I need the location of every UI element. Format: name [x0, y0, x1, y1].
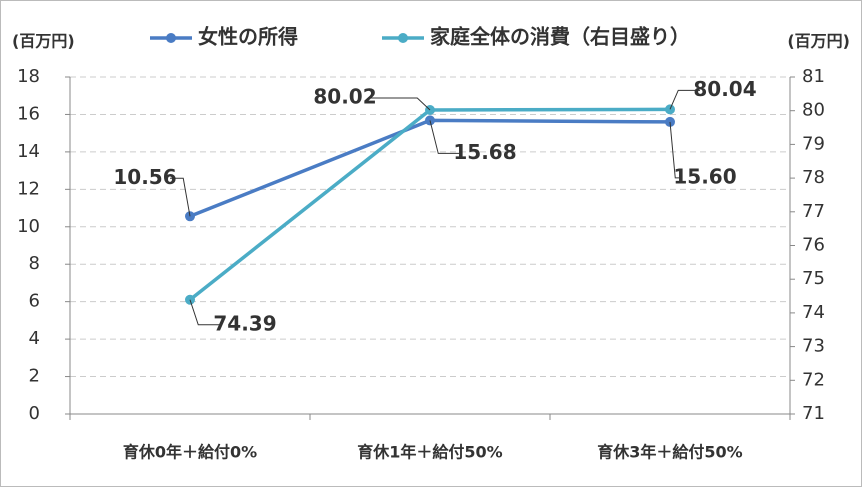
- data-label: 74.39: [213, 311, 276, 335]
- data-label: 15.60: [673, 164, 736, 188]
- y2-tick-label: 75: [802, 268, 825, 289]
- legend-marker: [166, 33, 176, 43]
- x-tick-label: 育休0年＋給付0%: [123, 443, 257, 462]
- y-tick-label: 6: [29, 291, 40, 312]
- data-label: 80.04: [693, 77, 756, 101]
- legend-label: 家庭全体の消費（右目盛り）: [430, 25, 690, 49]
- leader-line: [669, 89, 700, 110]
- y2-tick-label: 79: [802, 133, 825, 154]
- y-tick-label: 12: [17, 178, 40, 199]
- y2-tick-label: 81: [802, 66, 825, 87]
- y2-axis-label: (百万円): [787, 32, 850, 51]
- data-label: 15.68: [453, 140, 516, 164]
- y2-tick-label: 71: [802, 403, 825, 424]
- y-tick-label: 8: [29, 253, 40, 274]
- y-tick-label: 18: [17, 66, 40, 87]
- y2-tick-label: 78: [802, 167, 825, 188]
- y2-tick-label: 76: [802, 235, 825, 256]
- x-tick-label: 育休3年＋給付50%: [597, 443, 742, 462]
- y2-tick-label: 74: [802, 302, 825, 323]
- legend-label: 女性の所得: [198, 25, 298, 49]
- y-tick-label: 16: [17, 103, 40, 124]
- y-tick-label: 0: [29, 403, 40, 424]
- leader-line: [429, 120, 460, 154]
- y-tick-label: 10: [17, 216, 40, 237]
- y-tick-label: 14: [17, 141, 40, 162]
- y2-tick-label: 80: [802, 100, 825, 121]
- x-tick-label: 育休1年＋給付50%: [357, 443, 502, 462]
- leader-line: [189, 299, 220, 326]
- y2-tick-label: 72: [802, 369, 825, 390]
- y-tick-label: 2: [29, 366, 40, 387]
- legend-marker: [398, 33, 408, 43]
- leader-line: [170, 177, 191, 217]
- y-axis-label: (百万円): [12, 32, 75, 51]
- y2-tick-label: 73: [802, 336, 825, 357]
- leader-line: [669, 121, 680, 179]
- y2-tick-label: 77: [802, 201, 825, 222]
- data-label: 10.56: [113, 165, 176, 189]
- data-label: 80.02: [313, 85, 376, 109]
- leader-line: [370, 97, 431, 111]
- y-tick-label: 4: [29, 328, 40, 349]
